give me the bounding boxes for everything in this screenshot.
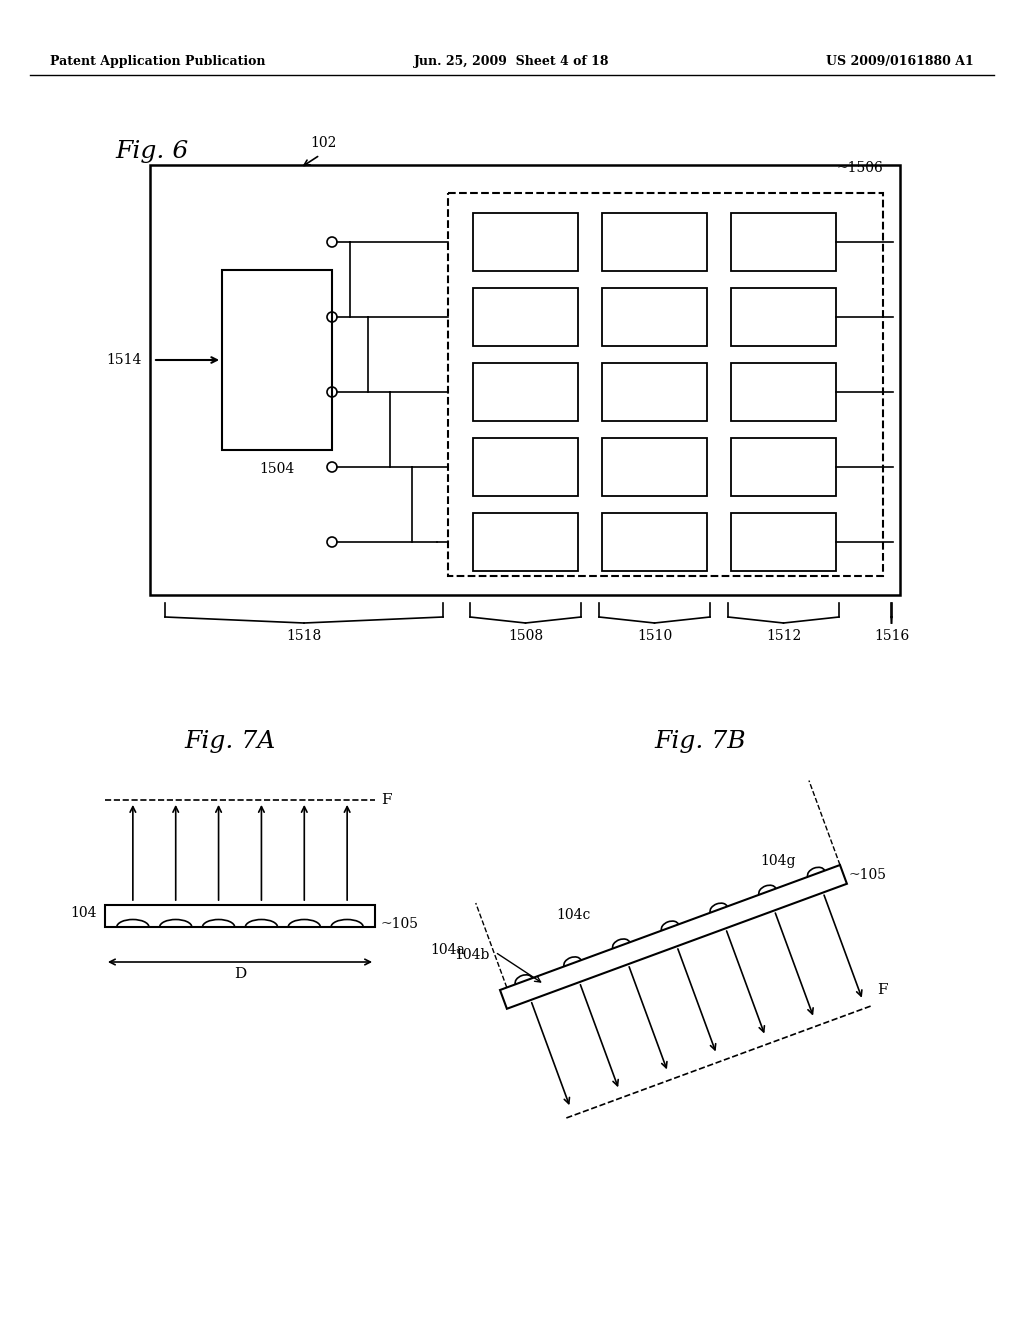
Polygon shape — [500, 865, 847, 1008]
Text: 104a: 104a — [430, 942, 465, 957]
Bar — [602, 438, 707, 496]
Text: ~1506: ~1506 — [837, 161, 883, 176]
Bar — [602, 288, 707, 346]
Text: US 2009/0161880 A1: US 2009/0161880 A1 — [826, 55, 974, 69]
Bar — [731, 363, 836, 421]
Text: D: D — [233, 968, 246, 981]
Text: 104: 104 — [71, 906, 97, 920]
Text: 104c: 104c — [556, 908, 591, 923]
Text: 1508: 1508 — [508, 630, 543, 643]
Bar — [602, 363, 707, 421]
Text: Fig. 6: Fig. 6 — [115, 140, 188, 162]
Text: 102: 102 — [310, 136, 336, 150]
Bar — [473, 213, 578, 271]
Bar — [731, 513, 836, 572]
Bar — [602, 513, 707, 572]
Bar — [731, 213, 836, 271]
Bar — [473, 288, 578, 346]
Bar — [222, 271, 332, 450]
Text: 1516: 1516 — [873, 630, 909, 643]
Text: ~105: ~105 — [848, 869, 886, 882]
Bar — [731, 288, 836, 346]
Text: F: F — [381, 793, 391, 807]
Bar — [150, 165, 900, 595]
Text: Fig. 7A: Fig. 7A — [184, 730, 275, 752]
Bar — [731, 438, 836, 496]
Text: 1518: 1518 — [287, 630, 322, 643]
Text: F: F — [878, 983, 888, 998]
Text: 104g: 104g — [760, 854, 796, 869]
Text: 1510: 1510 — [637, 630, 672, 643]
Bar — [473, 363, 578, 421]
Bar — [105, 906, 375, 927]
Text: Fig. 7B: Fig. 7B — [654, 730, 745, 752]
Text: Jun. 25, 2009  Sheet 4 of 18: Jun. 25, 2009 Sheet 4 of 18 — [415, 55, 609, 69]
Text: 104b: 104b — [455, 948, 490, 962]
Bar — [602, 213, 707, 271]
Text: Patent Application Publication: Patent Application Publication — [50, 55, 265, 69]
Bar — [449, 193, 883, 576]
Text: ~105: ~105 — [380, 917, 418, 931]
Text: 1512: 1512 — [766, 630, 801, 643]
Text: 1514: 1514 — [106, 352, 142, 367]
Bar — [473, 513, 578, 572]
Text: 1504: 1504 — [259, 462, 295, 477]
Bar — [473, 438, 578, 496]
